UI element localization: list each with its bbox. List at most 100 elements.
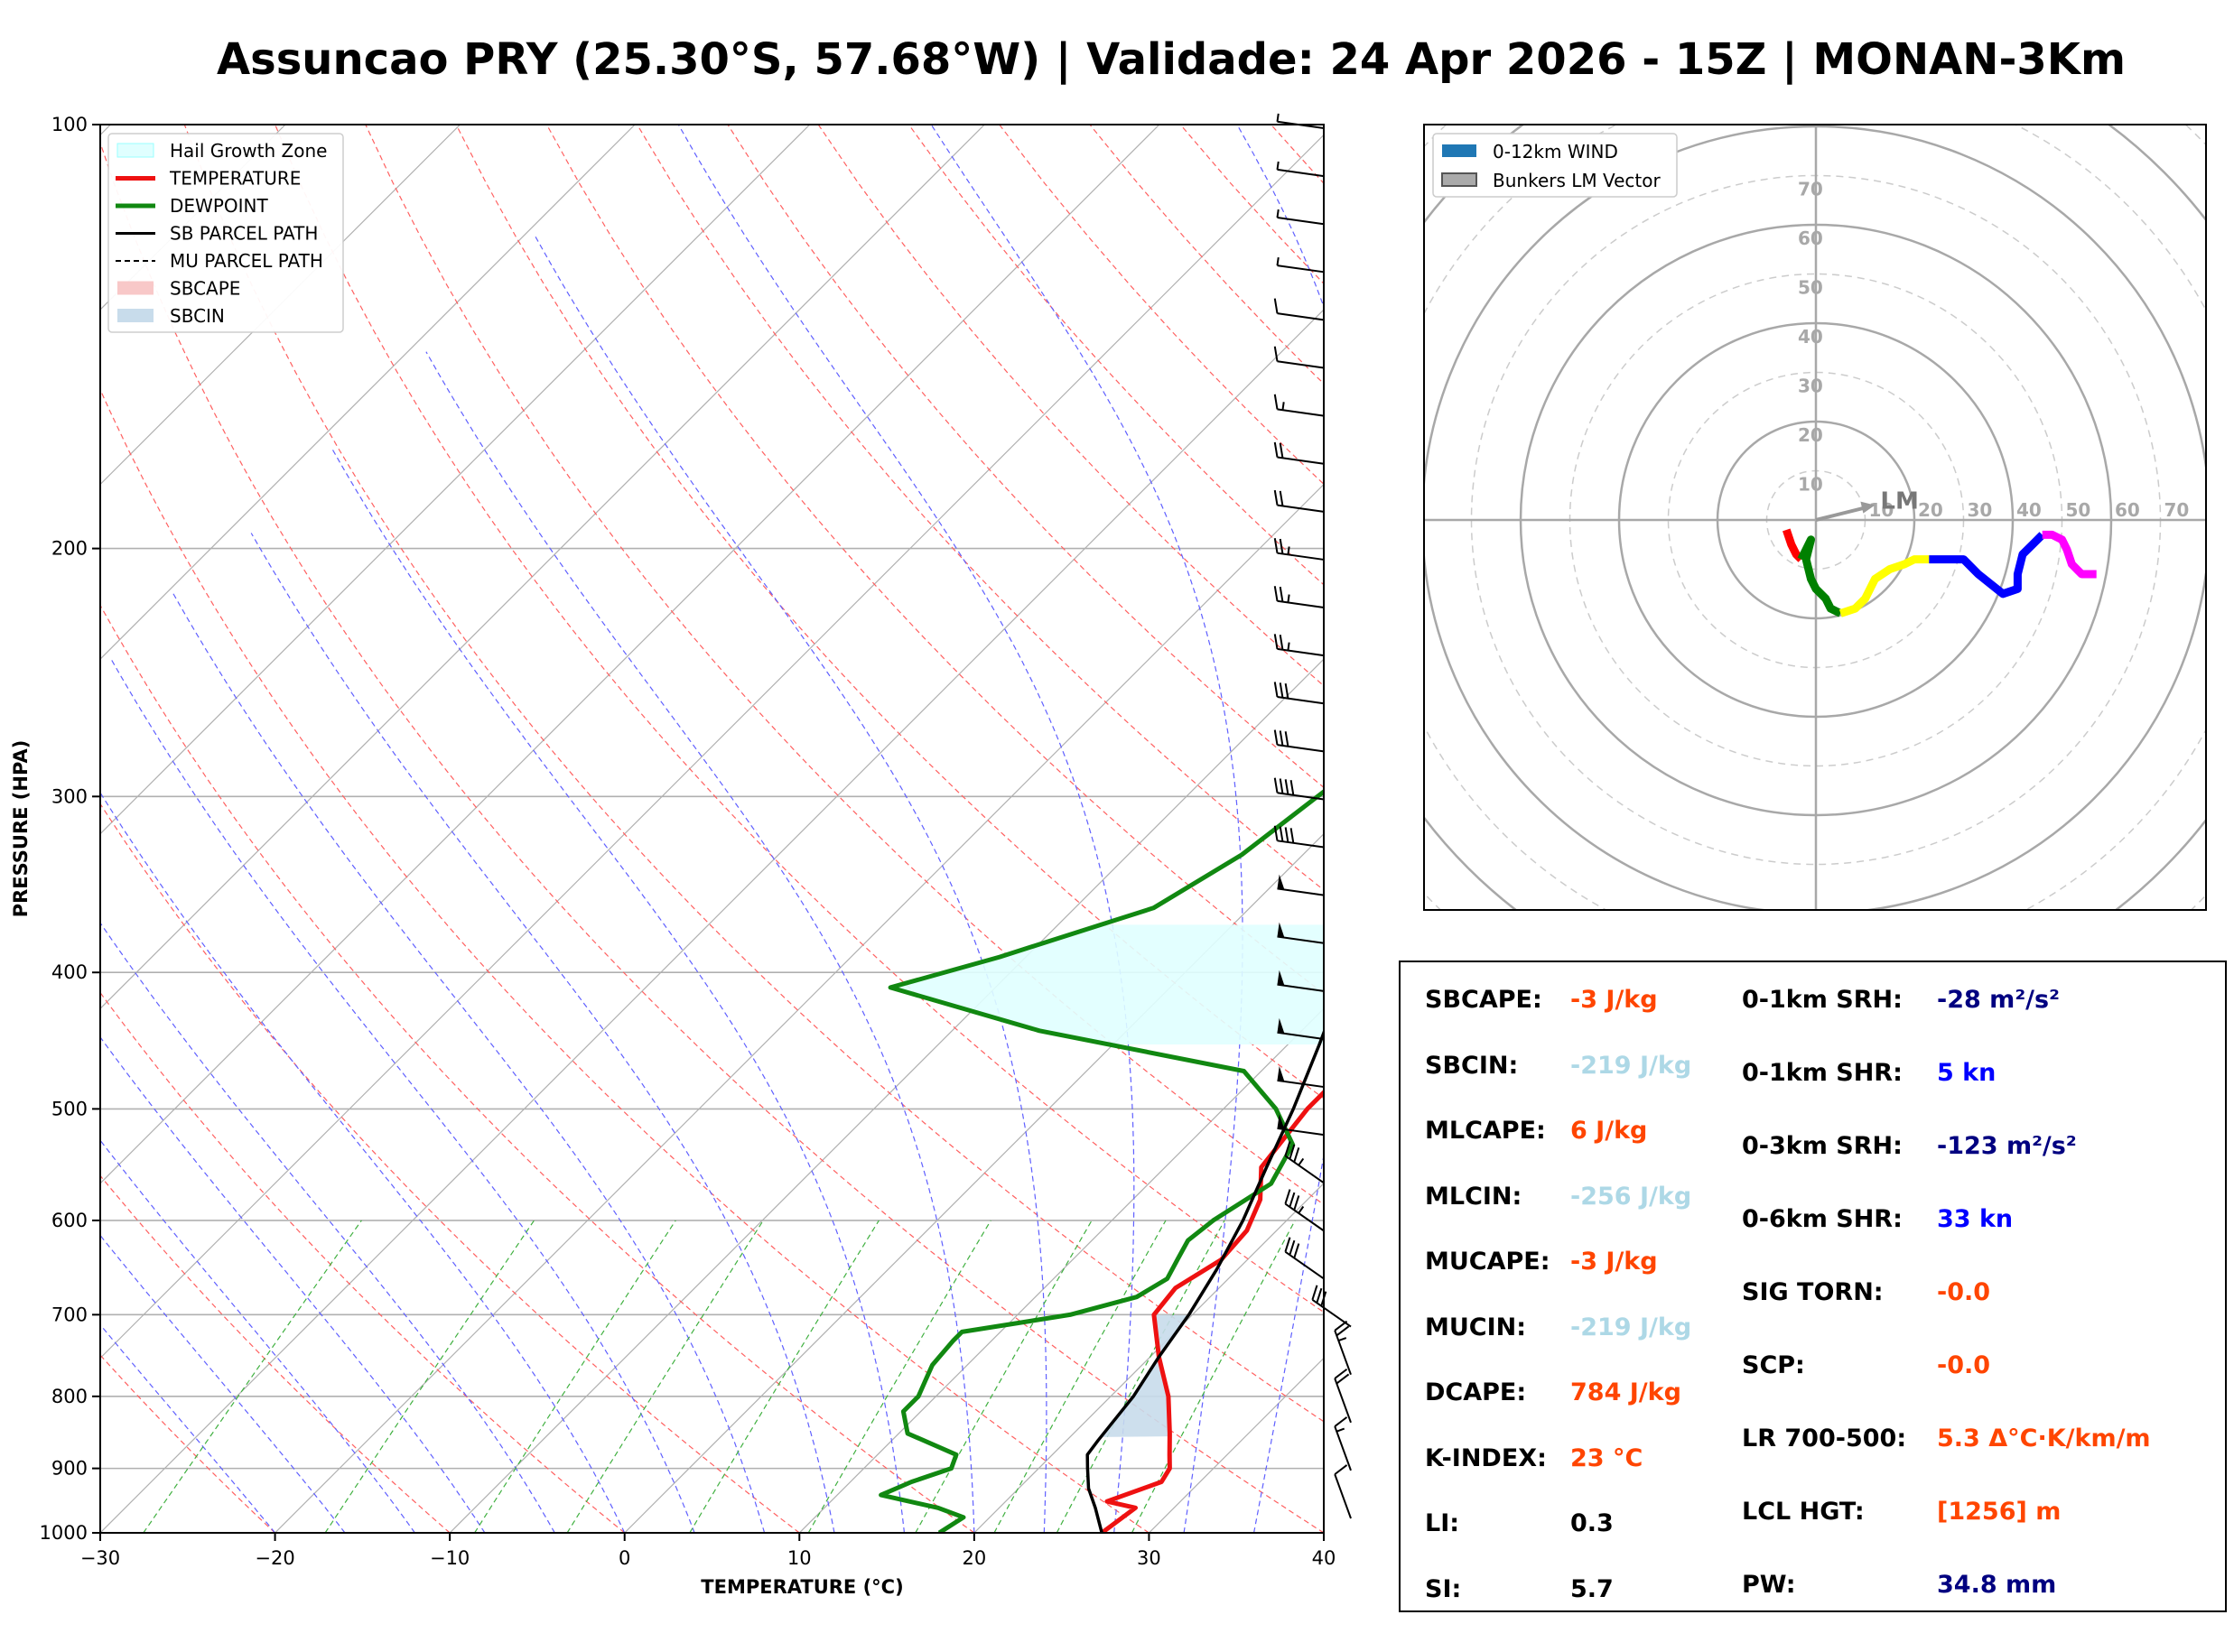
x-tick-label: −30 <box>80 1547 120 1569</box>
hodograph-segment <box>1929 532 2045 599</box>
wind-barb-half <box>1276 209 1280 218</box>
wind-barb-flag <box>1279 586 1284 602</box>
isotherm-gridline <box>100 134 1324 1360</box>
legend-label: MU PARCEL PATH <box>170 250 323 272</box>
y-tick-label: 300 <box>51 785 88 807</box>
wind-barb-flag <box>1273 346 1279 362</box>
isotherm-gridline <box>275 483 1324 1533</box>
dry-adiabat <box>100 803 800 1533</box>
wind-barb-half <box>1281 402 1285 411</box>
index-right-value: 5.3 Δ°C·K/km/m <box>1937 1425 2151 1452</box>
dry-adiabat <box>183 125 1324 1423</box>
wind-barb-staff <box>1284 1250 1325 1280</box>
moist-adiabat <box>100 1139 415 1533</box>
wind-barb-staff <box>1277 312 1325 321</box>
wind-barb-staff <box>1277 168 1325 178</box>
wind-barb-pennant <box>1277 874 1285 890</box>
hodograph-ring <box>1225 0 2234 1110</box>
y-tick-label: 800 <box>51 1386 88 1407</box>
index-left-value: -3 J/kg <box>1570 986 1658 1014</box>
index-left-value: -219 J/kg <box>1570 1051 1692 1080</box>
wind-barb-pennant <box>1277 922 1285 938</box>
moist-adiabat <box>100 1035 486 1533</box>
wind-barb-half <box>1287 546 1290 555</box>
wind-barb-flag <box>1293 1243 1300 1258</box>
moist-adiabat <box>1236 125 1324 1533</box>
index-right-label: SCP: <box>1742 1351 1805 1379</box>
wind-barb-flag <box>1284 1141 1291 1156</box>
wind-barb-pennant <box>1277 1017 1285 1034</box>
hodograph-segment <box>1797 535 1843 617</box>
wind-barb-pennant <box>1277 1114 1285 1130</box>
legend-swatch <box>117 309 154 322</box>
y-tick-label: 1000 <box>40 1522 88 1544</box>
index-right-label: 0-3km SRH: <box>1742 1132 1903 1160</box>
hodograph-ring-label: 20 <box>1798 424 1823 446</box>
index-right-value: -123 m²/s² <box>1937 1132 2077 1160</box>
bunkers-lm-arrowhead <box>1860 501 1876 514</box>
wind-barb-flag <box>1273 777 1279 794</box>
hodograph-segment <box>1838 555 1930 617</box>
index-left-label: MLCIN: <box>1425 1182 1522 1211</box>
legend-swatch <box>116 143 154 158</box>
hodograph-ring <box>1424 125 2206 910</box>
wind-barb-half <box>1337 1337 1347 1342</box>
index-right-label: LCL HGT: <box>1742 1498 1865 1526</box>
dry-adiabat <box>100 991 626 1533</box>
index-right-label: 0-1km SRH: <box>1742 986 1903 1014</box>
wind-barb-flag <box>1289 1239 1296 1256</box>
moist-adiabat <box>930 125 1243 1533</box>
wind-barb-flag <box>1279 442 1284 459</box>
wind-barb-flag <box>1336 1325 1350 1337</box>
wind-barb-staff <box>1277 504 1325 513</box>
wind-barb-flag <box>1320 1291 1327 1306</box>
moist-adiabat <box>111 659 695 1533</box>
hodograph-ring-label: 60 <box>1798 227 1823 249</box>
legend-swatch <box>1442 144 1476 157</box>
legend-label: SB PARCEL PATH <box>170 223 318 245</box>
hodograph-plot-area: 10 10 20 20 30 30 40 40 50 50 60 60 70 70 LM <box>1225 0 2234 1110</box>
dry-adiabat <box>100 141 1324 1533</box>
wind-barb-half <box>1298 1157 1305 1166</box>
mixing-ratio-line <box>1056 1220 1225 1533</box>
isotherm-gridline <box>973 1183 1324 1533</box>
index-right-label: LR 700-500: <box>1742 1425 1907 1452</box>
dry-adiabat <box>100 604 975 1533</box>
legend-box <box>107 133 344 333</box>
moist-adiabat <box>100 1323 276 1533</box>
wind-barb-flag <box>1334 1416 1348 1427</box>
wind-barb-flag <box>1273 537 1279 553</box>
y-axis-label: PRESSURE (HPA) <box>10 740 32 918</box>
x-tick-label: 40 <box>1312 1547 1336 1569</box>
wind-barb-staff <box>1334 1378 1352 1424</box>
wind-barb-flag <box>1289 1192 1296 1208</box>
index-left-value: 6 J/kg <box>1570 1117 1648 1145</box>
wind-barb-flag <box>1334 1368 1348 1379</box>
x-tick-label: 30 <box>1137 1547 1161 1569</box>
legend-label: SBCIN <box>170 305 225 327</box>
dry-adiabat <box>100 1354 276 1533</box>
index-right-label: SIG TORN: <box>1742 1278 1884 1306</box>
wind-barb-staff <box>1277 983 1325 992</box>
isotherm-gridline <box>100 125 1160 1184</box>
index-left-label: SBCIN: <box>1425 1051 1519 1080</box>
wind-barb-half <box>1276 161 1280 171</box>
isotherm-gridline <box>100 125 461 486</box>
index-right-value: -0.0 <box>1937 1278 1991 1306</box>
mixing-ratio-line <box>689 1220 880 1533</box>
dewpoint-line <box>879 788 1324 1533</box>
moist-adiabat <box>100 1234 346 1533</box>
hodograph-frame <box>1423 124 2207 911</box>
index-left-label: MUCIN: <box>1425 1313 1527 1341</box>
wind-barbs <box>1273 113 1352 1519</box>
moist-adiabat <box>425 351 975 1533</box>
sb-parcel-path-line <box>1085 1028 1324 1533</box>
index-left-label: SI: <box>1425 1574 1462 1603</box>
moist-adiabat <box>172 592 766 1533</box>
mixing-ratio-line <box>915 1220 1093 1533</box>
wind-barb-staff <box>1277 408 1325 417</box>
wind-barb-staff <box>1277 744 1325 753</box>
hodograph-legend: 0-12km WIND Bunkers LM Vector <box>1432 133 1678 198</box>
wind-barb-staff <box>1277 265 1325 274</box>
index-left-label: MUCAPE: <box>1425 1248 1550 1276</box>
